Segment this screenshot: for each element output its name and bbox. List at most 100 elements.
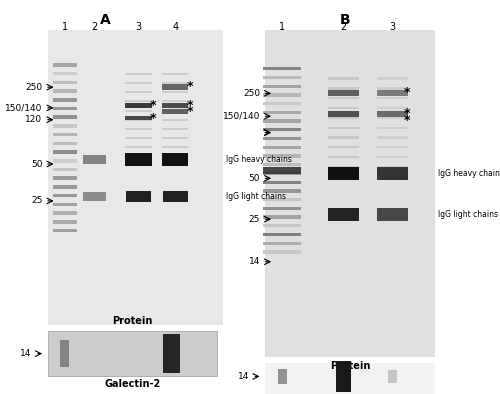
Bar: [53, 98, 78, 102]
Text: *: *: [150, 112, 156, 125]
Text: 14: 14: [248, 257, 260, 266]
Bar: [162, 103, 188, 108]
Text: 25: 25: [248, 215, 260, 224]
Text: 2: 2: [340, 22, 346, 32]
Bar: [53, 124, 78, 128]
Bar: [126, 153, 152, 166]
Bar: [264, 233, 300, 236]
Bar: [265, 363, 435, 394]
Text: 120: 120: [26, 115, 42, 124]
Bar: [264, 128, 300, 132]
Bar: [328, 208, 358, 221]
Bar: [278, 368, 286, 385]
Text: Protein: Protein: [112, 316, 152, 326]
Bar: [126, 191, 151, 202]
Text: 1: 1: [62, 22, 68, 32]
Bar: [126, 73, 152, 75]
Text: 150/140: 150/140: [222, 112, 260, 121]
Text: Protein: Protein: [330, 361, 370, 371]
Bar: [53, 203, 78, 206]
Bar: [53, 89, 78, 93]
Bar: [328, 136, 358, 139]
Bar: [53, 107, 78, 110]
Text: 25: 25: [31, 197, 42, 205]
Bar: [162, 156, 188, 158]
Bar: [162, 73, 188, 75]
Bar: [53, 168, 78, 171]
Bar: [53, 185, 78, 189]
Bar: [328, 111, 358, 117]
Bar: [328, 87, 358, 89]
Bar: [53, 211, 78, 215]
Bar: [264, 111, 300, 114]
Bar: [126, 103, 152, 108]
Text: 250: 250: [26, 83, 42, 92]
Bar: [328, 107, 358, 109]
Bar: [264, 93, 300, 97]
Bar: [377, 167, 408, 180]
Bar: [53, 81, 78, 84]
Text: A: A: [100, 13, 110, 27]
Bar: [264, 224, 300, 227]
Bar: [377, 107, 408, 109]
Bar: [264, 85, 300, 88]
Bar: [53, 133, 78, 136]
Bar: [264, 207, 300, 210]
Bar: [377, 78, 408, 80]
Bar: [162, 82, 188, 84]
Bar: [53, 159, 78, 163]
Text: *: *: [404, 86, 410, 99]
Bar: [264, 189, 300, 193]
Bar: [84, 156, 106, 164]
Bar: [48, 331, 217, 376]
Bar: [162, 153, 188, 166]
Bar: [48, 30, 222, 325]
Text: 3: 3: [136, 22, 141, 32]
Bar: [388, 370, 397, 383]
Bar: [264, 76, 300, 79]
Bar: [264, 242, 300, 245]
Bar: [53, 141, 78, 145]
Text: 3: 3: [390, 22, 396, 32]
Bar: [53, 229, 78, 232]
Text: IgG light chains: IgG light chains: [226, 192, 286, 201]
Bar: [53, 151, 78, 154]
Bar: [53, 63, 78, 67]
Bar: [126, 147, 152, 149]
Text: 2: 2: [92, 22, 98, 32]
Bar: [377, 111, 408, 117]
Bar: [126, 116, 152, 121]
Text: B: B: [340, 13, 350, 27]
Bar: [264, 216, 300, 219]
Bar: [377, 208, 408, 221]
Bar: [377, 156, 408, 158]
Bar: [126, 100, 152, 102]
Text: Galectin-2: Galectin-2: [104, 379, 160, 389]
Bar: [377, 166, 408, 168]
Bar: [328, 167, 358, 180]
Bar: [162, 128, 188, 130]
Bar: [53, 220, 78, 223]
Text: 250: 250: [243, 89, 260, 98]
Bar: [377, 117, 408, 119]
Bar: [264, 198, 300, 201]
Bar: [328, 166, 358, 168]
Bar: [53, 194, 78, 197]
Bar: [162, 91, 188, 93]
Bar: [126, 82, 152, 84]
Bar: [264, 163, 300, 166]
Text: *: *: [404, 114, 410, 127]
Bar: [264, 180, 300, 184]
Text: 50: 50: [248, 174, 260, 183]
Bar: [264, 167, 300, 174]
Bar: [377, 97, 408, 99]
Bar: [264, 146, 300, 149]
Bar: [53, 115, 78, 119]
Bar: [264, 102, 300, 105]
Bar: [53, 177, 78, 180]
Bar: [377, 136, 408, 139]
Bar: [328, 78, 358, 80]
Bar: [264, 119, 300, 123]
Bar: [126, 110, 152, 112]
Bar: [328, 97, 358, 99]
